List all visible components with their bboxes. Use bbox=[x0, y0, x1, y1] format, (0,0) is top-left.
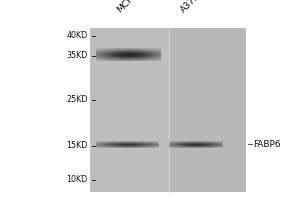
Bar bbox=[169, 28, 246, 192]
Text: 40KD: 40KD bbox=[67, 31, 88, 40]
Text: 10KD: 10KD bbox=[67, 176, 88, 184]
Text: 15KD: 15KD bbox=[67, 142, 88, 150]
Bar bbox=[90, 28, 246, 192]
Text: A375: A375 bbox=[178, 0, 201, 14]
Bar bbox=[90, 28, 170, 192]
Text: 35KD: 35KD bbox=[67, 51, 88, 60]
Text: 25KD: 25KD bbox=[66, 96, 88, 104]
Text: MCF7: MCF7 bbox=[116, 0, 140, 14]
Text: FABP6: FABP6 bbox=[254, 140, 281, 149]
